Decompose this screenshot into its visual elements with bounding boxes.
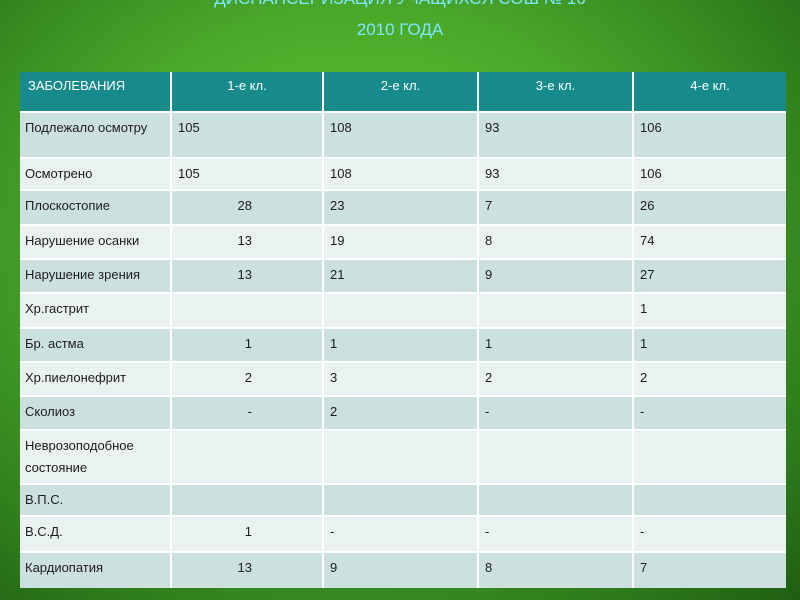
row-label: Нарушение осанки bbox=[20, 224, 172, 259]
cell-grade-2 bbox=[323, 429, 479, 484]
cell-grade-2: 3 bbox=[323, 361, 479, 396]
header-grade-3: 3-е кл. bbox=[478, 72, 634, 112]
cell-grade-3: 8 bbox=[478, 551, 634, 588]
cell-grade-1: - bbox=[171, 395, 324, 430]
table-row: Хр.пиелонефрит 2 3 2 2 bbox=[20, 361, 786, 396]
cell-grade-3 bbox=[478, 429, 634, 484]
table-row: Подлежало осмотру 105 108 93 106 bbox=[20, 111, 786, 158]
screening-table: ЗАБОЛЕВАНИЯ 1-е кл. 2-е кл. 3-е кл. 4-е … bbox=[20, 72, 786, 588]
cell-grade-2: 108 bbox=[323, 157, 479, 190]
cell-grade-3: 1 bbox=[478, 327, 634, 362]
row-label: Нарушение зрения bbox=[20, 258, 172, 293]
table-row: Неврозоподобное состояние bbox=[20, 429, 786, 484]
table-row: Плоскостопие 28 23 7 26 bbox=[20, 189, 786, 225]
cell-grade-2: 9 bbox=[323, 551, 479, 588]
cell-grade-4: 27 bbox=[633, 258, 786, 293]
table-header-row: ЗАБОЛЕВАНИЯ 1-е кл. 2-е кл. 3-е кл. 4-е … bbox=[20, 72, 786, 112]
cell-grade-4: 74 bbox=[633, 224, 786, 259]
cell-grade-4: 7 bbox=[633, 551, 786, 588]
row-label: Осмотрено bbox=[20, 157, 172, 190]
cell-grade-2: 23 bbox=[323, 189, 479, 225]
cell-grade-1: 1 bbox=[171, 327, 324, 362]
cell-grade-2: 1 bbox=[323, 327, 479, 362]
cell-grade-4: 2 bbox=[633, 361, 786, 396]
cell-grade-3: 9 bbox=[478, 258, 634, 293]
cell-grade-3 bbox=[478, 483, 634, 516]
cell-grade-3: - bbox=[478, 515, 634, 552]
cell-grade-1 bbox=[171, 292, 324, 328]
cell-grade-1: 13 bbox=[171, 551, 324, 588]
cell-grade-4: 1 bbox=[633, 292, 786, 328]
cell-grade-4: 106 bbox=[633, 157, 786, 190]
cell-grade-2 bbox=[323, 292, 479, 328]
header-grade-2: 2-е кл. bbox=[323, 72, 479, 112]
cell-grade-1: 28 bbox=[171, 189, 324, 225]
cell-grade-4: 1 bbox=[633, 327, 786, 362]
table-row: Нарушение осанки 13 19 8 74 bbox=[20, 224, 786, 259]
table-row: Осмотрено 105 108 93 106 bbox=[20, 157, 786, 190]
row-label: В.П.С. bbox=[20, 483, 172, 516]
cell-grade-4 bbox=[633, 429, 786, 484]
cell-grade-1 bbox=[171, 429, 324, 484]
cell-grade-3: 93 bbox=[478, 111, 634, 158]
table-row: Сколиоз - 2 - - bbox=[20, 395, 786, 430]
table-row: Кардиопатия 13 9 8 7 bbox=[20, 551, 786, 588]
cell-grade-2 bbox=[323, 483, 479, 516]
cell-grade-2: 108 bbox=[323, 111, 479, 158]
row-label: Плоскостопие bbox=[20, 189, 172, 225]
row-label: Кардиопатия bbox=[20, 551, 172, 588]
title-line-1: ДИСПАНСЕРИЗАЦИЯ УЧАЩИХСЯ СОШ № 16 bbox=[0, 0, 800, 9]
cell-grade-4: - bbox=[633, 515, 786, 552]
cell-grade-4: 26 bbox=[633, 189, 786, 225]
cell-grade-2: 21 bbox=[323, 258, 479, 293]
table-row: Хр.гастрит 1 bbox=[20, 292, 786, 328]
cell-grade-1: 13 bbox=[171, 224, 324, 259]
table-row: В.П.С. bbox=[20, 483, 786, 516]
cell-grade-3: 93 bbox=[478, 157, 634, 190]
row-label: Подлежало осмотру bbox=[20, 111, 172, 158]
cell-grade-1: 105 bbox=[171, 157, 324, 190]
cell-grade-3: - bbox=[478, 395, 634, 430]
header-grade-4: 4-е кл. bbox=[633, 72, 786, 112]
cell-grade-1 bbox=[171, 483, 324, 516]
row-label: Неврозоподобное состояние bbox=[20, 429, 172, 484]
cell-grade-1: 13 bbox=[171, 258, 324, 293]
cell-grade-2: 19 bbox=[323, 224, 479, 259]
cell-grade-4: 106 bbox=[633, 111, 786, 158]
cell-grade-3: 2 bbox=[478, 361, 634, 396]
table-row: В.С.Д. 1 - - - bbox=[20, 515, 786, 552]
cell-grade-2: 2 bbox=[323, 395, 479, 430]
cell-grade-3: 8 bbox=[478, 224, 634, 259]
header-diseases: ЗАБОЛЕВАНИЯ bbox=[20, 72, 172, 112]
cell-grade-1: 2 bbox=[171, 361, 324, 396]
cell-grade-2: - bbox=[323, 515, 479, 552]
cell-grade-3: 7 bbox=[478, 189, 634, 225]
table-row: Нарушение зрения 13 21 9 27 bbox=[20, 258, 786, 293]
table-row: Бр. астма 1 1 1 1 bbox=[20, 327, 786, 362]
row-label: В.С.Д. bbox=[20, 515, 172, 552]
cell-grade-1: 105 bbox=[171, 111, 324, 158]
cell-grade-3 bbox=[478, 292, 634, 328]
cell-grade-1: 1 bbox=[171, 515, 324, 552]
header-grade-1: 1-е кл. bbox=[171, 72, 324, 112]
cell-grade-4 bbox=[633, 483, 786, 516]
title-line-2: 2010 ГОДА bbox=[356, 20, 444, 39]
row-label: Хр.гастрит bbox=[20, 292, 172, 328]
row-label: Бр. астма bbox=[20, 327, 172, 362]
cell-grade-4: - bbox=[633, 395, 786, 430]
row-label: Сколиоз bbox=[20, 395, 172, 430]
row-label: Хр.пиелонефрит bbox=[20, 361, 172, 396]
